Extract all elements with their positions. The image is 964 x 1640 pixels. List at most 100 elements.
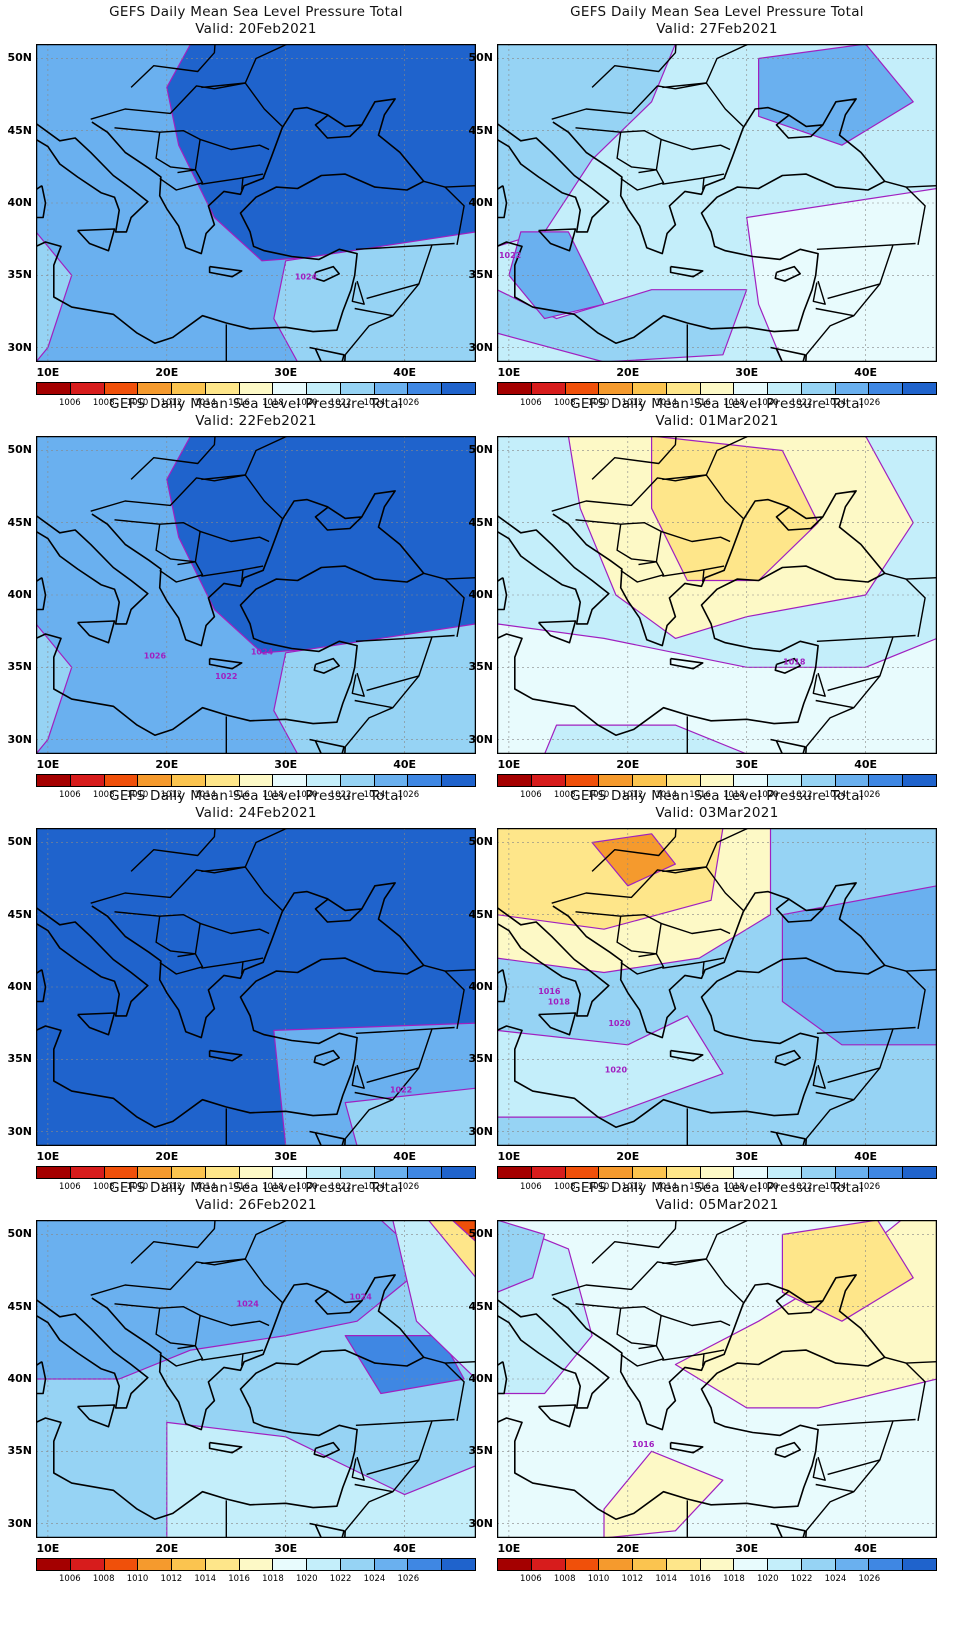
coastline bbox=[313, 1049, 341, 1066]
country-border bbox=[620, 129, 662, 141]
country-border bbox=[130, 1220, 216, 1264]
country-border bbox=[815, 1483, 854, 1493]
lat-tick-label: 45N bbox=[7, 515, 32, 529]
colorbar-level-label: 1020 bbox=[295, 1574, 318, 1584]
country-border bbox=[130, 828, 216, 872]
country-border bbox=[620, 521, 662, 533]
lon-tick-label: 10E bbox=[497, 1150, 521, 1163]
coastline bbox=[497, 490, 886, 737]
colorbar-level-label: 1026 bbox=[858, 790, 881, 800]
colorbar-swatch bbox=[307, 383, 341, 394]
lon-tick-label: 30E bbox=[735, 1542, 759, 1555]
colorbar-swatch bbox=[531, 383, 566, 394]
country-border bbox=[812, 280, 826, 305]
colorbar-swatch bbox=[442, 775, 475, 786]
colorbar-level-label: 1008 bbox=[553, 398, 576, 408]
colorbar-swatch bbox=[374, 1559, 409, 1570]
lon-tick-label: 20E bbox=[155, 758, 179, 771]
lon-tick-label: 10E bbox=[497, 1542, 521, 1555]
country-border bbox=[702, 962, 705, 975]
colorbar-level-label: 1022 bbox=[329, 1574, 352, 1584]
lat-tick-label: 50N bbox=[7, 835, 32, 849]
coastline bbox=[669, 1441, 704, 1454]
colorbar-swatch bbox=[734, 1559, 769, 1570]
country-border bbox=[354, 1483, 393, 1493]
colorbar-level-label: 1024 bbox=[363, 1182, 386, 1192]
coastline bbox=[36, 906, 149, 1017]
colorbar-swatch bbox=[633, 1559, 667, 1570]
colorbar-level-label: 1010 bbox=[126, 398, 149, 408]
colorbar-swatch bbox=[408, 1559, 443, 1570]
lat-tick-label: 50N bbox=[7, 51, 32, 65]
panel-title: GEFS Daily Mean Sea Level Pressure Total… bbox=[36, 788, 476, 822]
colorbar-level-label: 1018 bbox=[723, 790, 745, 800]
map-frame bbox=[36, 828, 476, 1146]
country-border bbox=[351, 672, 365, 697]
pressure-contour-band bbox=[392, 1220, 476, 1380]
colorbar-swatch bbox=[869, 1167, 904, 1178]
colorbar-level-label: 1006 bbox=[520, 1182, 542, 1192]
lat-tick-label: 50N bbox=[468, 443, 493, 457]
colorbar-level-label: 1026 bbox=[397, 790, 420, 800]
colorbar-swatch bbox=[903, 383, 936, 394]
pressure-map-svg: 1024 bbox=[36, 44, 476, 362]
colorbar-swatch bbox=[633, 775, 667, 786]
colorbar-level-label: 1022 bbox=[329, 398, 352, 408]
colorbar-level-label: 1020 bbox=[756, 1574, 779, 1584]
coastline bbox=[314, 1290, 363, 1315]
coastline bbox=[36, 98, 425, 345]
coastline bbox=[770, 738, 806, 754]
country-border bbox=[201, 1349, 264, 1361]
lat-tick-label: 45N bbox=[468, 515, 493, 529]
coastline bbox=[77, 620, 116, 644]
lon-tick-label: 20E bbox=[616, 1150, 640, 1163]
panel-title-text: GEFS Daily Mean Sea Level Pressure Total bbox=[109, 4, 403, 20]
coastline bbox=[36, 1298, 149, 1409]
panel-title-text: GEFS Daily Mean Sea Level Pressure Total bbox=[109, 788, 403, 804]
contour-label: 1024 bbox=[251, 647, 274, 656]
lon-tick-label: 40E bbox=[393, 1542, 417, 1555]
panel-valid-date: Valid: 01Mar2021 bbox=[655, 413, 779, 429]
contour-label: 1020 bbox=[608, 1019, 631, 1028]
pressure-map: 1026 1024 1022 bbox=[36, 436, 476, 754]
country-border bbox=[130, 436, 216, 480]
coastline bbox=[314, 506, 363, 531]
colorbar-level-label: 1024 bbox=[824, 398, 847, 408]
map-frame bbox=[36, 1220, 476, 1538]
colorbar-swatch bbox=[205, 1559, 240, 1570]
coastline bbox=[497, 514, 610, 625]
colorbar-swatch bbox=[104, 1167, 139, 1178]
colorbar-swatch bbox=[205, 775, 240, 786]
country-border bbox=[812, 672, 826, 697]
pressure-contour-band bbox=[508, 231, 605, 320]
colorbar-swatch bbox=[37, 775, 71, 786]
colorbar-swatch bbox=[205, 1167, 240, 1178]
colorbar-level-label: 1018 bbox=[262, 1182, 284, 1192]
coastline bbox=[770, 1522, 806, 1538]
colorbar-swatch bbox=[768, 775, 802, 786]
colorbar-level-label: 1014 bbox=[194, 790, 217, 800]
country-border bbox=[423, 1356, 476, 1364]
lat-tick-label: 30N bbox=[468, 1516, 493, 1530]
coastline bbox=[309, 1130, 345, 1146]
panel-title: GEFS Daily Mean Sea Level Pressure Total… bbox=[497, 1180, 937, 1214]
lat-tick-label: 40N bbox=[7, 196, 32, 209]
lat-tick-label: 30N bbox=[7, 732, 32, 746]
colorbar-level-label: 1010 bbox=[587, 1182, 610, 1192]
colorbar bbox=[36, 1166, 476, 1179]
lat-tick-label: 35N bbox=[7, 1052, 32, 1066]
colorbar-level-label: 1006 bbox=[520, 790, 542, 800]
panel-valid-date: Valid: 22Feb2021 bbox=[195, 413, 317, 429]
colorbar-level-label: 1012 bbox=[160, 790, 183, 800]
pressure-map-svg: 1024 1024 bbox=[36, 1220, 476, 1538]
colorbar-swatch bbox=[903, 775, 936, 786]
coastline bbox=[313, 1441, 341, 1458]
coastline bbox=[36, 1274, 425, 1521]
contour-label: 1022 bbox=[499, 251, 521, 260]
lon-tick-label: 30E bbox=[274, 366, 298, 379]
country-border bbox=[662, 1349, 725, 1361]
pressure-map-svg: 1026 1024 1022 bbox=[36, 436, 476, 754]
colorbar-level-label: 1020 bbox=[756, 1182, 779, 1192]
coastline bbox=[774, 657, 802, 674]
coastline bbox=[497, 1298, 610, 1409]
